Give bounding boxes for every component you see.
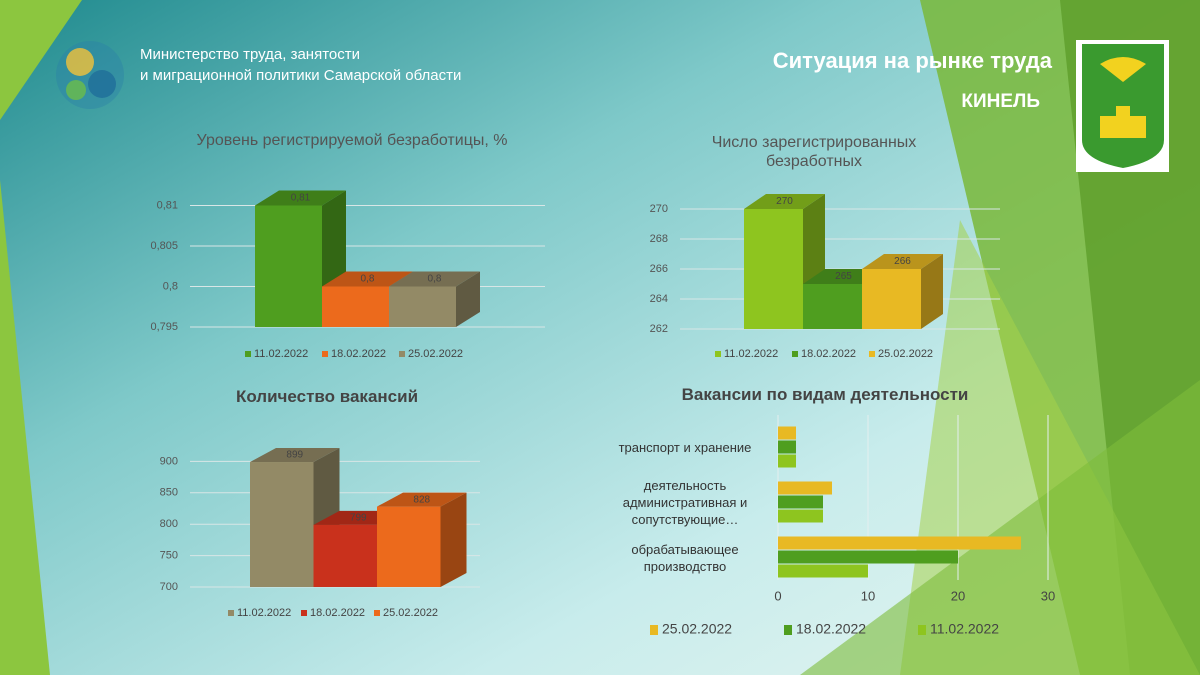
legend-label: 25.02.2022 <box>408 348 463 360</box>
coat-of-arms <box>1076 40 1169 172</box>
y-tick-label: 0,795 <box>150 321 178 333</box>
y-tick-label: 266 <box>650 263 668 275</box>
x-tick-label: 0 <box>774 588 781 603</box>
data-label: 265 <box>835 271 852 282</box>
bar <box>250 462 314 587</box>
chart-title: Число зарегистрированных безработных <box>711 134 917 170</box>
y-tick-label: 268 <box>650 233 668 245</box>
data-label: 0,8 <box>428 274 442 285</box>
chart-title: Уровень регистрируемой безработицы, % <box>196 132 508 149</box>
bar-top <box>322 271 413 287</box>
y-tick-label: 0,8 <box>163 280 178 292</box>
bar-top <box>255 190 346 206</box>
legend-label: 11.02.2022 <box>724 348 778 360</box>
legend-swatch <box>869 351 875 357</box>
bar <box>778 564 868 578</box>
y-tick-label: 270 <box>650 203 668 215</box>
bar <box>778 550 958 564</box>
bar <box>778 536 1021 550</box>
legend-label: 18.02.2022 <box>331 348 386 360</box>
city-name: КИНЕЛЬ <box>961 91 1040 112</box>
legend-swatch <box>918 625 926 635</box>
slide-title: Ситуация на рынке труда <box>772 48 1052 73</box>
legend-swatch <box>784 625 792 635</box>
legend-label: 11.02.2022 <box>930 621 999 637</box>
y-tick-label: 800 <box>160 518 178 530</box>
bar <box>778 481 832 495</box>
bar <box>862 269 921 329</box>
legend-swatch <box>301 610 307 616</box>
legend-label: 25.02.2022 <box>878 348 933 360</box>
bar <box>778 426 796 440</box>
bar <box>778 509 823 523</box>
bar <box>389 286 456 327</box>
legend-swatch <box>228 610 234 616</box>
bar <box>778 440 796 454</box>
data-label: 799 <box>350 512 367 523</box>
data-label: 266 <box>894 256 911 267</box>
y-tick-label: 264 <box>650 293 668 305</box>
logo <box>56 41 124 109</box>
category-label: транспорт и хранение <box>618 440 752 455</box>
y-tick-label: 700 <box>160 581 178 593</box>
legend-label: 11.02.2022 <box>237 607 291 619</box>
chart-title: Количество вакансий <box>235 387 419 406</box>
legend-label: 25.02.2022 <box>662 621 732 637</box>
category-label: деятельность административная и сопутств… <box>622 478 748 527</box>
x-tick-label: 20 <box>951 588 965 603</box>
legend-label: 18.02.2022 <box>796 621 866 637</box>
legend-swatch <box>374 610 380 616</box>
legend-swatch <box>399 351 405 357</box>
data-label: 828 <box>413 494 430 505</box>
ministry-name: и миграционной политики Самарской област… <box>140 67 462 84</box>
legend-label: 25.02.2022 <box>383 607 438 619</box>
bar <box>322 286 389 327</box>
data-label: 0,8 <box>361 274 375 285</box>
category-label: обрабатывающее производство <box>631 541 739 574</box>
y-tick-label: 750 <box>160 550 178 562</box>
legend-label: 18.02.2022 <box>801 348 856 360</box>
bar <box>778 454 796 468</box>
data-label: 0,81 <box>291 193 311 204</box>
bar-top <box>744 194 825 209</box>
bar <box>744 209 803 329</box>
ministry-name: Министерство труда, занятости <box>140 46 360 63</box>
legend-swatch <box>322 351 328 357</box>
legend-swatch <box>245 351 251 357</box>
x-tick-label: 30 <box>1041 588 1055 603</box>
deco <box>0 0 82 120</box>
y-tick-label: 262 <box>650 323 668 335</box>
bar-side <box>456 271 480 327</box>
data-label: 270 <box>776 196 793 207</box>
chart-title: Вакансии по видам деятельности <box>681 385 969 404</box>
legend-swatch <box>715 351 721 357</box>
bar <box>778 495 823 509</box>
bar-top <box>862 254 943 269</box>
bar <box>803 284 862 329</box>
bar-top <box>389 271 480 287</box>
legend-swatch <box>650 625 658 635</box>
legend-label: 18.02.2022 <box>310 607 365 619</box>
bar-top <box>250 448 340 463</box>
deco <box>800 380 1200 675</box>
bar <box>313 524 377 587</box>
y-tick-label: 0,805 <box>150 240 178 252</box>
bar <box>255 205 322 327</box>
bar-side <box>440 492 467 587</box>
bar-side <box>921 254 943 329</box>
y-tick-label: 850 <box>160 487 178 499</box>
bar <box>377 506 441 587</box>
deco <box>0 180 50 675</box>
y-tick-label: 900 <box>160 455 178 467</box>
y-tick-label: 0,81 <box>157 199 178 211</box>
legend-label: 11.02.2022 <box>254 348 308 360</box>
data-label: 899 <box>286 450 303 461</box>
bar-top <box>377 492 467 507</box>
legend-swatch <box>792 351 798 357</box>
x-tick-label: 10 <box>861 588 875 603</box>
